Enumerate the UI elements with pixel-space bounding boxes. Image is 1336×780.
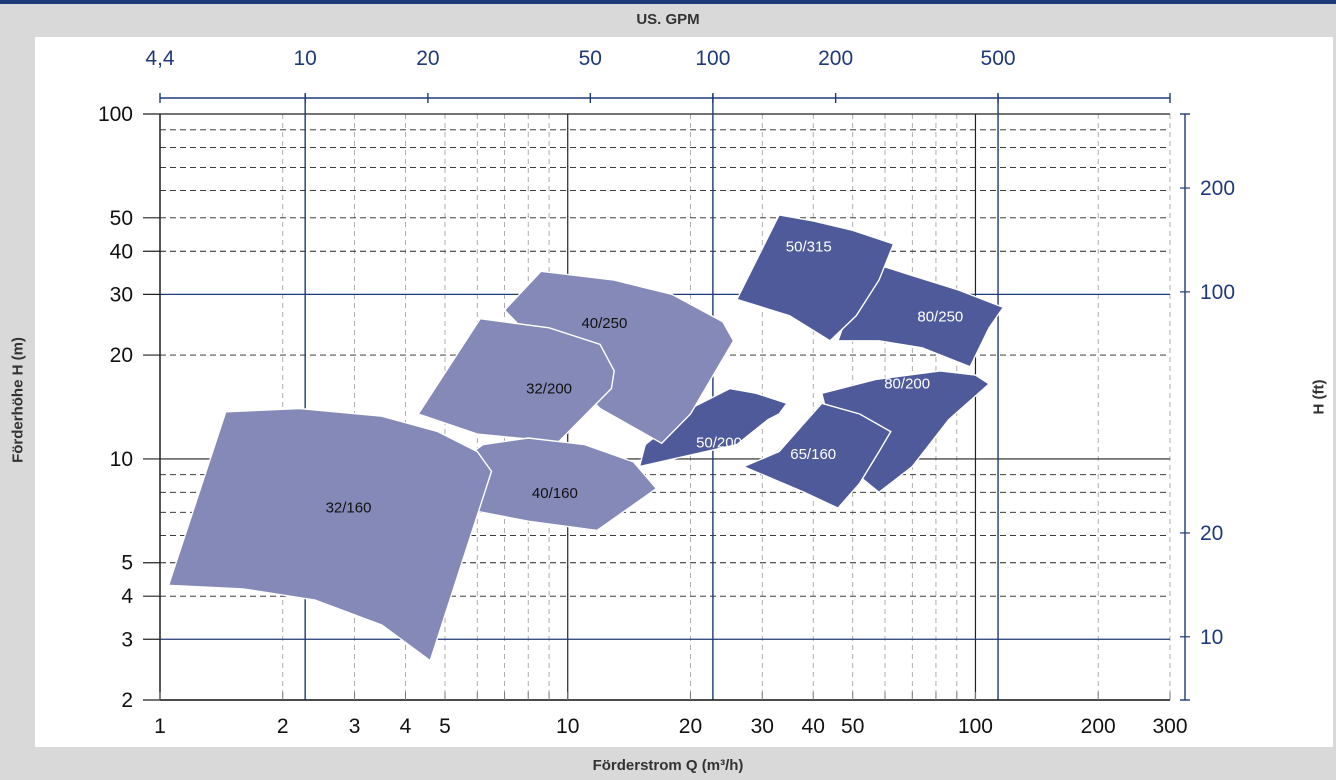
gpm-tick-label: 20 — [416, 47, 439, 70]
tick-labels: 4,4 10 20 50 100 200 500 10 20 100 200 2 3 4 5 10 20 30 40… — [98, 47, 1235, 738]
x-tick-label: 40 — [802, 715, 825, 738]
y-tick-label: 2 — [121, 689, 133, 712]
pump-label-40-250: 40/250 — [581, 315, 627, 332]
y-axis-title: Förderhöhe H (m) — [9, 337, 27, 463]
pump-area-65-160 — [741, 402, 892, 509]
ft-tick-label: 10 — [1200, 626, 1223, 649]
gpm-tick-label: 50 — [579, 47, 602, 70]
pump-label-50-200: 50/200 — [696, 434, 742, 451]
gpm-tick-label: 100 — [695, 47, 730, 70]
x-tick-label: 200 — [1081, 715, 1116, 738]
pump-label-65-160: 65/160 — [790, 446, 836, 463]
pump-area-80-250 — [837, 260, 1005, 368]
y-tick-label: 5 — [121, 552, 133, 575]
y-tick-label: 30 — [110, 283, 133, 306]
top-axis-title: US. GPM — [636, 11, 700, 28]
y-tick-label: 4 — [121, 585, 133, 608]
y-tick-label: 100 — [98, 103, 133, 126]
pump-areas: 80/200 65/160 50/200 80/250 50/315 40/250 32/2… — [167, 214, 1005, 662]
x-tick-label: 100 — [958, 715, 993, 738]
pump-area-32-200 — [417, 317, 615, 443]
x-tick-label: 2 — [277, 715, 289, 738]
ft-tick-label: 100 — [1200, 281, 1235, 304]
x-axis-title: Förderstrom Q (m³/h) — [592, 757, 744, 774]
pump-area-32-160 — [167, 407, 493, 662]
pump-label-50-315: 50/315 — [786, 238, 832, 255]
pump-area-40-250 — [503, 270, 735, 445]
y-tick-label: 10 — [110, 448, 133, 471]
pump-label-40-160: 40/160 — [532, 485, 578, 502]
x-tick-label: 3 — [349, 715, 361, 738]
pump-label-32-200: 32/200 — [526, 380, 572, 397]
x-tick-label: 300 — [1152, 715, 1187, 738]
axes — [143, 93, 1190, 701]
header-bar — [0, 0, 1336, 4]
y-tick-label: 50 — [110, 207, 133, 230]
y-tick-label: 40 — [110, 240, 133, 263]
pump-label-80-200: 80/200 — [884, 376, 930, 393]
right-axis-title: H (ft) — [1310, 379, 1328, 415]
gpm-tick-label: 500 — [981, 47, 1016, 70]
x-tick-label: 50 — [841, 715, 864, 738]
ft-tick-label: 20 — [1200, 522, 1223, 545]
pump-label-32-160: 32/160 — [326, 499, 372, 516]
gpm-tick-label: 10 — [293, 47, 316, 70]
x-tick-label: 4 — [400, 715, 412, 738]
pump-label-80-250: 80/250 — [917, 309, 963, 326]
y-tick-label: 20 — [110, 344, 133, 367]
x-tick-label: 1 — [154, 715, 166, 738]
x-tick-label: 20 — [679, 715, 702, 738]
pump-area-50-315 — [735, 214, 895, 342]
gpm-tick-label: 4,4 — [145, 47, 175, 70]
ft-tick-label: 200 — [1200, 177, 1235, 200]
x-tick-label: 10 — [556, 715, 579, 738]
x-tick-label: 30 — [751, 715, 774, 738]
x-tick-label: 5 — [439, 715, 451, 738]
gpm-tick-label: 200 — [818, 47, 853, 70]
y-tick-label: 3 — [121, 628, 133, 651]
